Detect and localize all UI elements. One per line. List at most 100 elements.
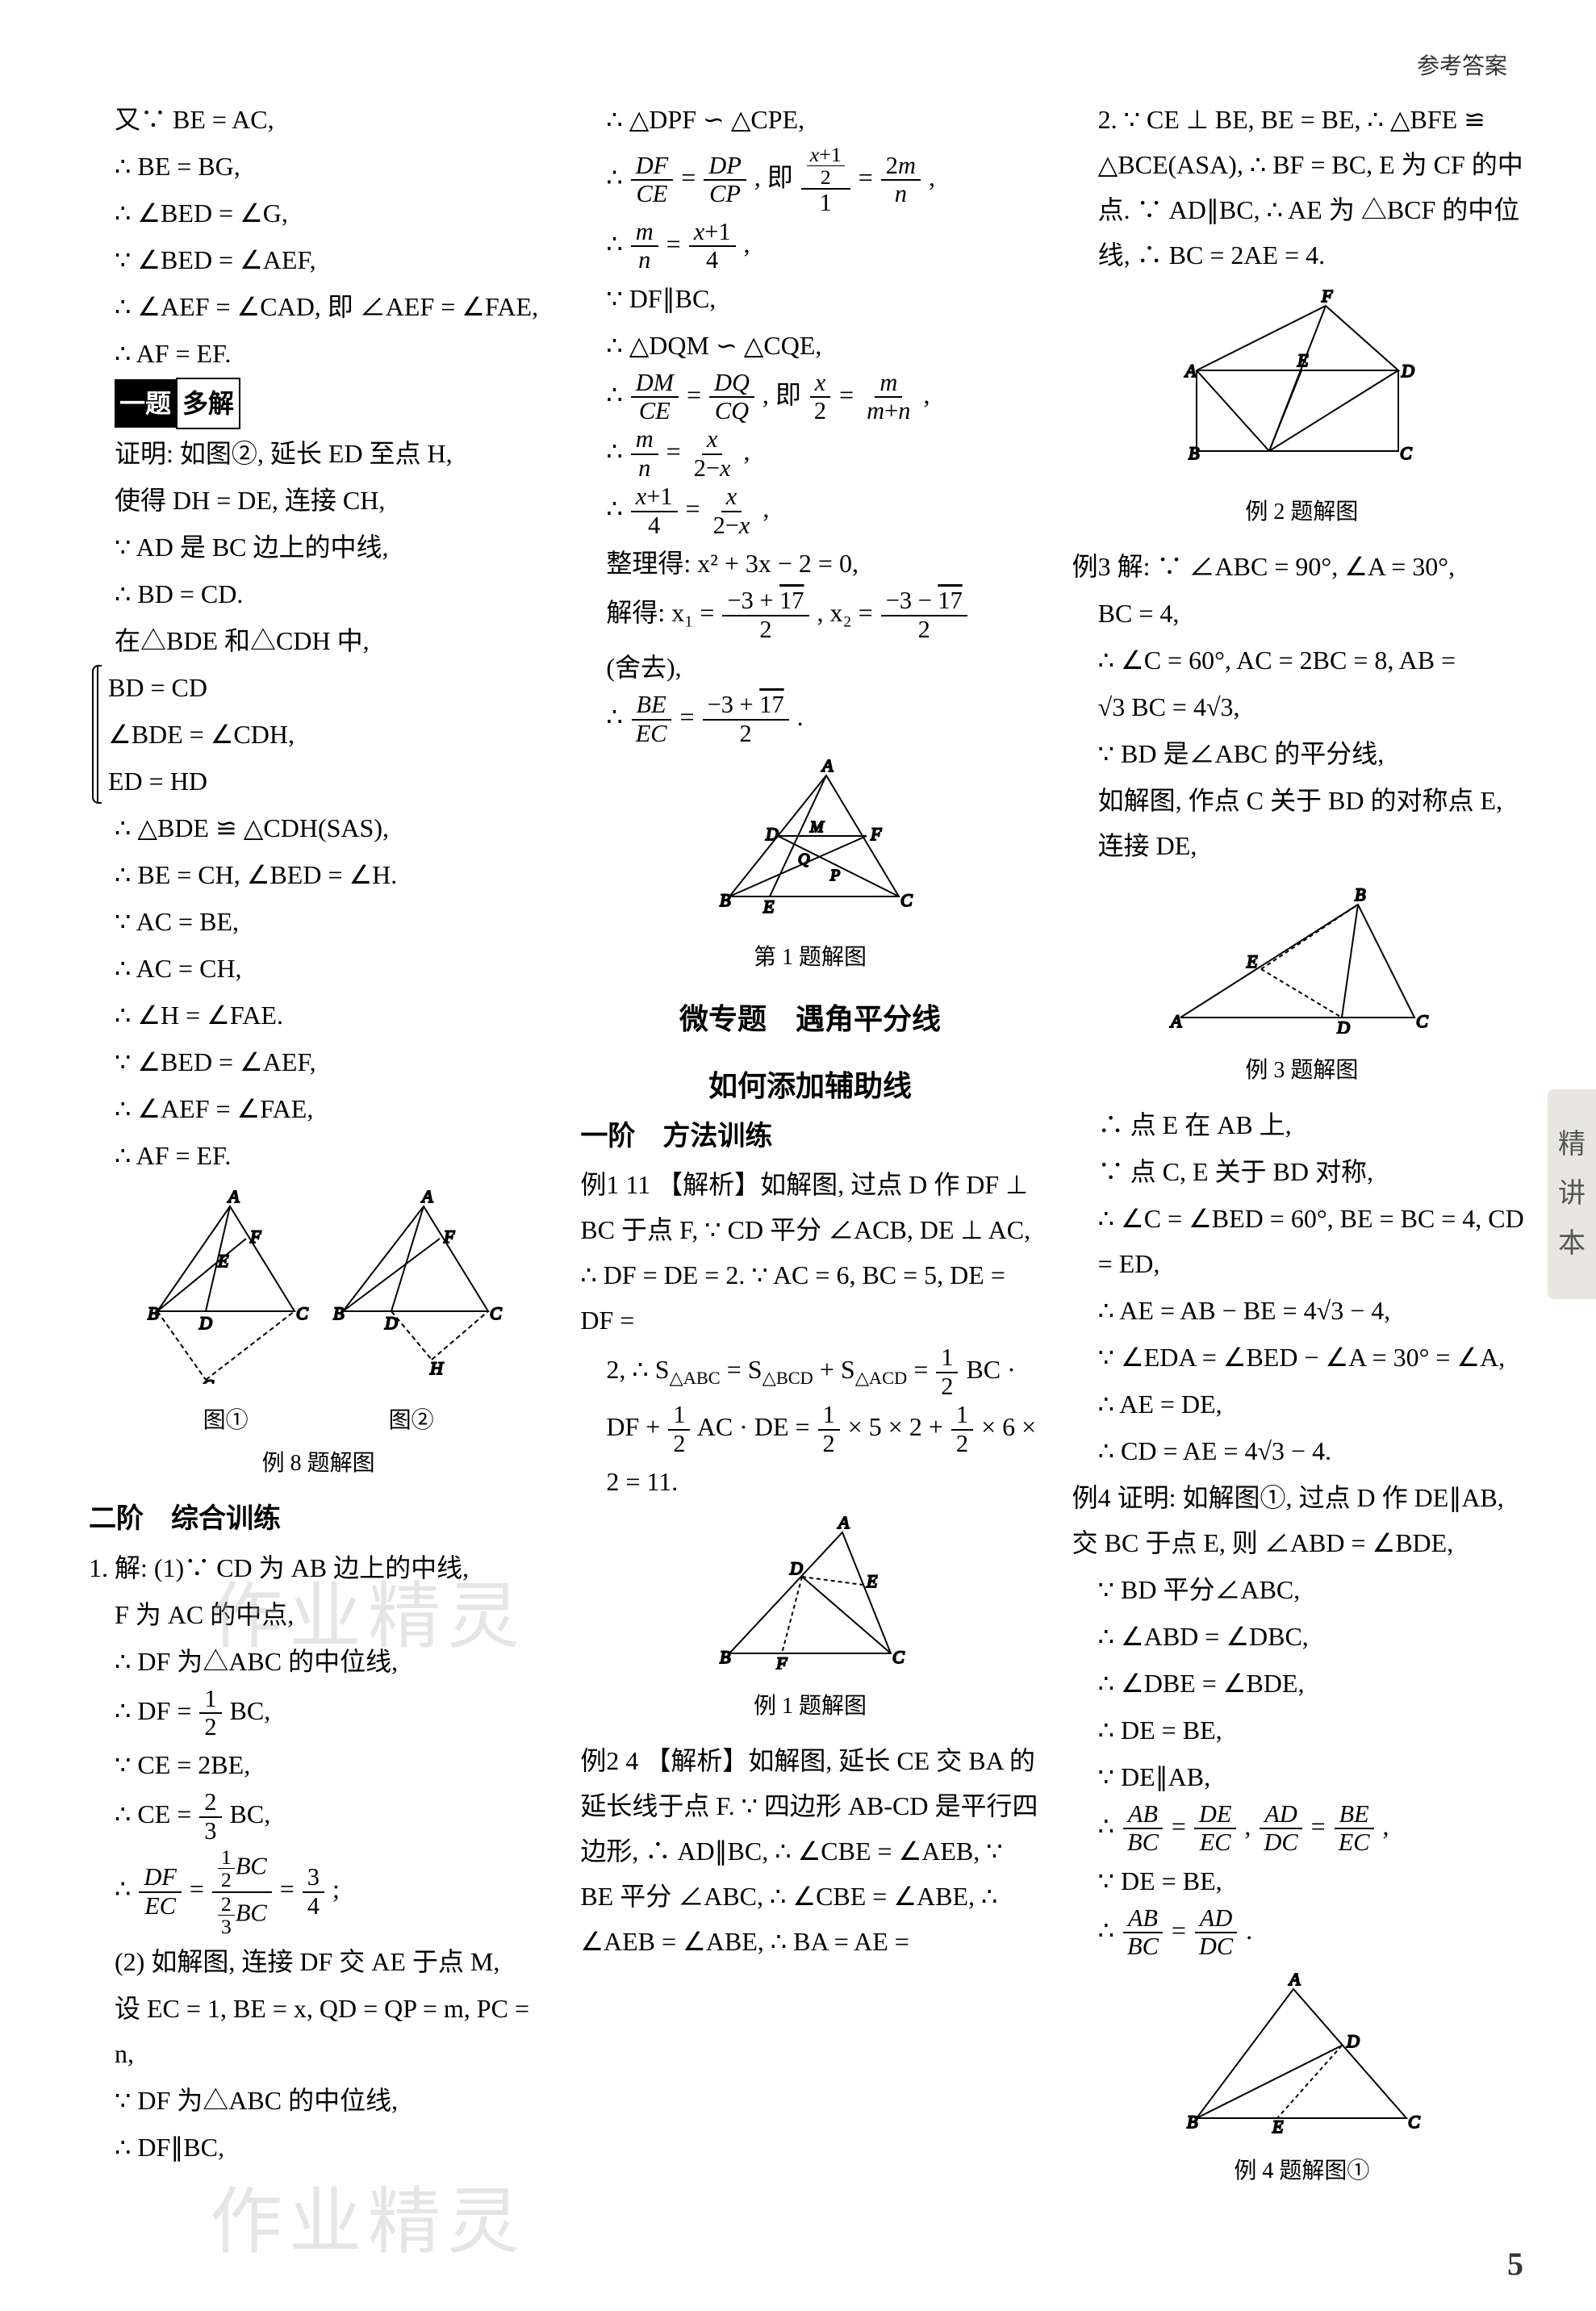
svg-text:D: D [1336,1018,1350,1034]
side-tab: 精 讲 本 [1548,1089,1596,1299]
example-2: 例2 4 【解析】如解图, 延长 CE 交 BA 的延长线于点 F. ∵ 四边形… [580,1738,1039,1964]
topic-heading: 如何添加辅助线 [580,1060,1039,1111]
line: 2. ∵ CE ⊥ BE, BE = BE, ∴ △BFE ≌ △BCE(ASA… [1072,97,1531,278]
svg-text:A: A [227,1190,240,1206]
line: ∴ 点 E 在 AB 上, [1072,1102,1531,1147]
svg-text:E: E [762,896,775,917]
line: ∴ DFCE = DPCP , 即 x+121 = 2mn , [580,144,1039,217]
line: ∴ CD = AE = 4√3 − 4. [1072,1428,1531,1473]
line: ∴ ∠BED = ∠G, [89,190,548,236]
line: ∴ △DPF ∽ △CPE, [580,97,1039,142]
line: ∴ △BDE ≌ △CDH(SAS), [89,805,548,850]
svg-text:E: E [1246,951,1258,972]
svg-text:F: F [249,1227,261,1247]
line: ∴ DF = 12 BC, [89,1686,548,1741]
section-heading: 一阶 方法训练 [580,1113,1039,1161]
svg-text:F: F [775,1653,788,1670]
line: 又∵ BE = AC, [89,97,548,142]
line: 1. 解: (1)∵ CD 为 AB 边上的中线, [89,1545,548,1590]
svg-text:P: P [829,867,840,884]
svg-text:A: A [837,1516,850,1532]
line: (舍去), [580,645,1039,690]
line: ∴ ABBC = DEEC , ADDC = BEEC , [1072,1801,1531,1857]
line: ∴ ∠C = 60°, AC = 2BC = 8, AB = [1072,637,1531,683]
line: ∴ CE = 23 BC, [89,1789,548,1845]
line: ∴ DFEC = 12BC 23BC = 34 ; [89,1846,548,1937]
figure-ex3: A B C D E 例 3 题解图 [1072,880,1531,1090]
line: √3 BC = 4√3, [1072,684,1531,729]
svg-text:C: C [1416,1011,1428,1031]
svg-text:C: C [900,890,913,910]
svg-text:A: A [1288,1973,1301,1989]
example-4: 例4 证明: 如解图①, 过点 D 作 DE∥AB, 交 BC 于点 E, 则 … [1072,1475,1531,1565]
line: ∴ DE = BE, [1072,1707,1531,1753]
line: 设 EC = 1, BE = x, QD = QP = m, PC = n, [89,1986,548,2076]
figure-ex1: A B C D E F 例 1 题解图 [580,1516,1039,1726]
line: ∴ mn = x+14 , [580,219,1039,274]
line: ∵ DE = BE, [1072,1858,1531,1904]
line: ∴ AE = DE, [1072,1381,1531,1427]
svg-text:F: F [1321,290,1333,306]
line: 如解图, 作点 C 关于 BD 的对称点 E, 连接 DE, [1072,778,1531,868]
line: ∴ BE = BG, [89,144,548,189]
line: 2, ∴ S△ABC = S△BCD + S△ACD = 12 BC · [580,1344,1039,1400]
svg-text:B: B [148,1303,158,1323]
svg-text:B: B [1189,443,1199,463]
line: ∵ ∠BED = ∠AEF, [89,237,548,282]
line: ∵ CE = 2BE, [89,1742,548,1787]
svg-text:A: A [821,759,834,775]
figure-p1: A B C D E F M Q P 第 1 题解图 [580,759,1039,977]
line: F 为 AC 的中点, [89,1592,548,1637]
page-header: 参考答案 [89,48,1531,81]
line: 在△BDE 和△CDH 中, [89,618,548,663]
line: ∵ ∠EDA = ∠BED − ∠A = 30° = ∠A, [1072,1335,1531,1380]
figure-ex8: A B C D E F G A B [89,1190,548,1483]
line: ∴ AC = CH, [89,946,548,991]
svg-text:E: E [866,1571,878,1591]
line: ∵ DF 为△ABC 的中位线, [89,2078,548,2123]
line: BC = 4, [1072,591,1531,636]
line: 证明: 如图②, 延长 ED 至点 H, [89,431,548,476]
svg-text:A: A [1169,1011,1182,1031]
line: 解得: x₁ = −3 + 172 , x₂ = −3 − 172 [580,587,1039,643]
line: ∴ AF = EF. [89,331,548,376]
figure-ex2: F A D E B C 例 2 题解图 [1072,290,1531,532]
column-2: ∴ △DPF ∽ △CPE, ∴ DFCE = DPCP , 即 x+121 =… [580,97,1039,2259]
svg-text:C: C [1408,2112,1420,2132]
line: ∴ DMCE = DQCQ , 即 x2 = mm+n , [580,370,1039,425]
line: ∵ BD 是∠ABC 的平分线, [1072,731,1531,776]
line: 使得 DH = DE, 连接 CH, [89,478,548,523]
line: ∴ ∠AEF = ∠FAE, [89,1086,548,1131]
line: ∴ ∠AEF = ∠CAD, 即 ∠AEF = ∠FAE, [89,284,548,329]
line: ∵ AD 是 BC 边上的中线, [89,524,548,570]
line: ∴ AF = EF. [89,1133,548,1178]
line: ∴ mn = x2−x , [580,426,1039,482]
column-1: 又∵ BE = AC, ∴ BE = BG, ∴ ∠BED = ∠G, ∵ ∠B… [89,97,548,2259]
page: 参考答案 精 讲 本 作业精灵 作业精灵 又∵ BE = AC, ∴ BE = … [0,0,1596,2311]
line: ∴ ∠ABD = ∠DBC, [1072,1614,1531,1659]
svg-text:E: E [217,1251,229,1271]
svg-text:C: C [296,1303,308,1323]
svg-text:C: C [490,1303,502,1323]
svg-text:B: B [1187,2112,1197,2132]
example-1: 例1 11 【解析】如解图, 过点 D 作 DF ⊥ BC 于点 F, ∵ CD… [580,1162,1039,1343]
line: ∵ BD 平分∠ABC, [1072,1567,1531,1612]
svg-text:B: B [333,1303,344,1323]
line: ∵ DF∥BC, [580,276,1039,321]
line: ∴ BD = CD. [89,571,548,616]
content-columns: 又∵ BE = AC, ∴ BE = BG, ∴ ∠BED = ∠G, ∵ ∠B… [89,97,1531,2259]
line: ∴ ABBC = ADDC . [1072,1905,1531,1961]
svg-text:A: A [1184,361,1197,381]
svg-text:B: B [720,890,730,910]
svg-text:E: E [1297,350,1309,370]
column-3: 2. ∵ CE ⊥ BE, BE = BE, ∴ △BFE ≌ △BCE(ASA… [1072,97,1531,2259]
svg-text:E: E [1272,2117,1284,2134]
line: ∴ ∠H = ∠FAE. [89,993,548,1038]
svg-text:D: D [198,1313,212,1333]
line: ∴ DF∥BC, [89,2125,548,2170]
svg-text:B: B [720,1647,730,1667]
svg-text:B: B [1355,884,1365,905]
svg-text:C: C [892,1647,905,1667]
figure-ex4: A B C D E 例 4 题解图① [1072,1973,1531,2191]
topic-heading: 微专题 遇角平分线 [580,993,1039,1044]
